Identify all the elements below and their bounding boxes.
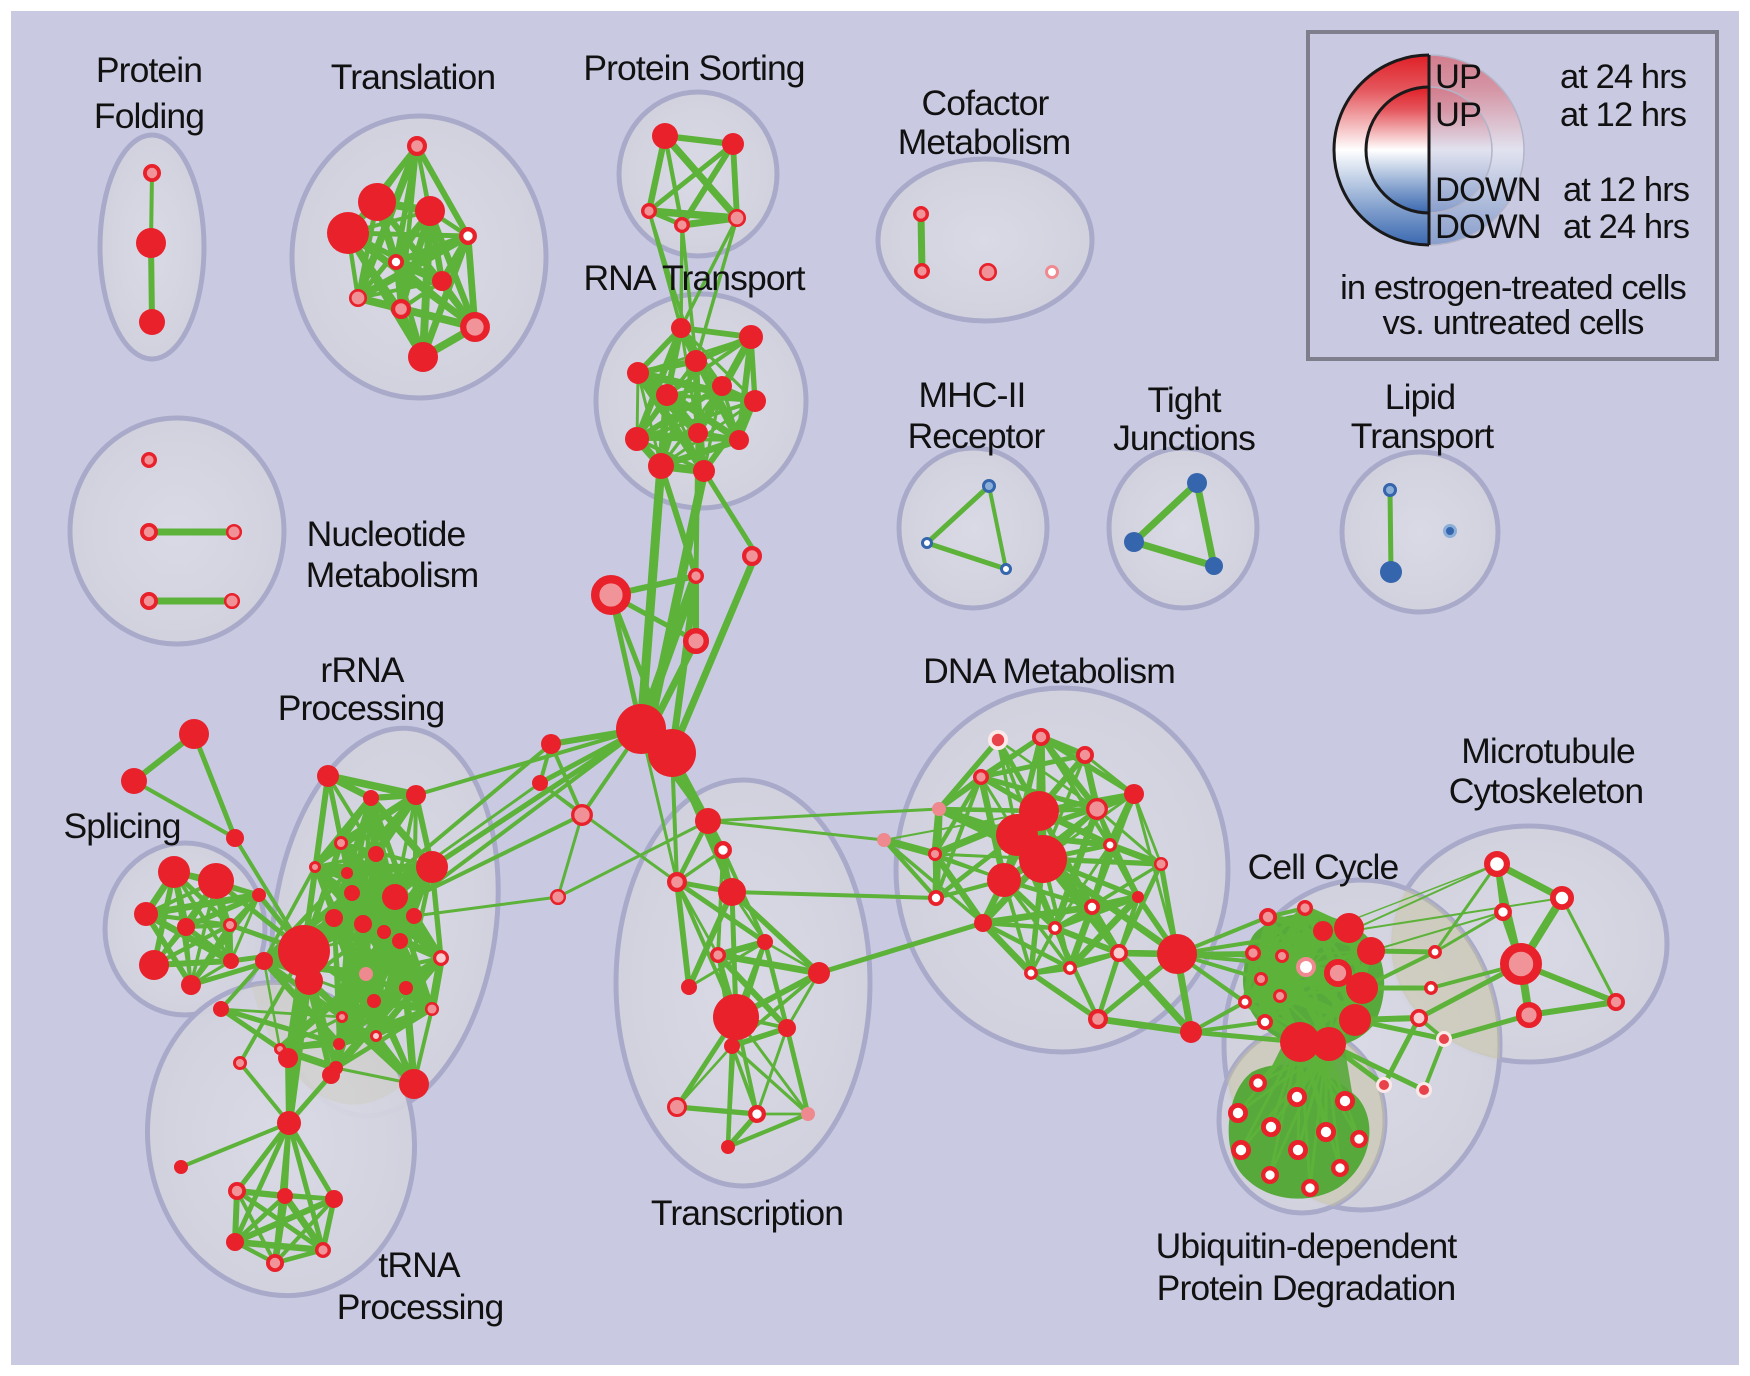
svg-text:Ubiquitin-dependent: Ubiquitin-dependent [1156, 1226, 1458, 1266]
svg-text:Microtubule: Microtubule [1461, 731, 1635, 771]
svg-text:tRNA: tRNA [378, 1245, 460, 1285]
svg-text:Processing: Processing [337, 1287, 504, 1327]
svg-text:at 24 hrs: at 24 hrs [1563, 208, 1689, 246]
svg-text:rRNA: rRNA [320, 650, 404, 690]
svg-text:Metabolism: Metabolism [306, 555, 479, 595]
svg-text:at 12 hrs: at 12 hrs [1563, 171, 1689, 209]
svg-text:vs. untreated cells: vs. untreated cells [1383, 304, 1644, 342]
svg-text:at 12 hrs: at 12 hrs [1560, 96, 1686, 134]
svg-text:at 24 hrs: at 24 hrs [1560, 58, 1686, 96]
svg-text:Nucleotide: Nucleotide [307, 514, 466, 554]
svg-text:Cofactor: Cofactor [922, 83, 1050, 123]
svg-text:Metabolism: Metabolism [898, 122, 1071, 162]
svg-text:DNA Metabolism: DNA Metabolism [923, 651, 1175, 691]
svg-text:DOWN: DOWN [1435, 208, 1541, 246]
svg-text:DOWN: DOWN [1435, 171, 1541, 209]
svg-text:Receptor: Receptor [908, 416, 1046, 456]
svg-text:Splicing: Splicing [63, 806, 180, 846]
svg-text:Folding: Folding [94, 96, 204, 136]
svg-text:Protein Sorting: Protein Sorting [583, 48, 804, 88]
svg-text:Protein: Protein [96, 50, 202, 90]
svg-text:UP: UP [1435, 58, 1481, 96]
svg-text:Cell Cycle: Cell Cycle [1248, 847, 1399, 887]
svg-text:UP: UP [1435, 96, 1481, 134]
svg-text:Transcription: Transcription [651, 1193, 843, 1233]
svg-text:Cytoskeleton: Cytoskeleton [1449, 771, 1643, 811]
svg-text:Protein Degradation: Protein Degradation [1157, 1268, 1456, 1308]
svg-text:MHC-II: MHC-II [919, 375, 1026, 415]
svg-text:Lipid: Lipid [1385, 377, 1456, 417]
svg-text:Processing: Processing [278, 688, 445, 728]
svg-text:in estrogen-treated cells: in estrogen-treated cells [1340, 269, 1686, 307]
svg-text:Tight: Tight [1147, 380, 1221, 420]
svg-text:Translation: Translation [331, 57, 495, 97]
svg-text:Transport: Transport [1351, 416, 1495, 456]
svg-text:RNA Transport: RNA Transport [583, 258, 805, 298]
svg-text:Junctions: Junctions [1113, 418, 1255, 458]
